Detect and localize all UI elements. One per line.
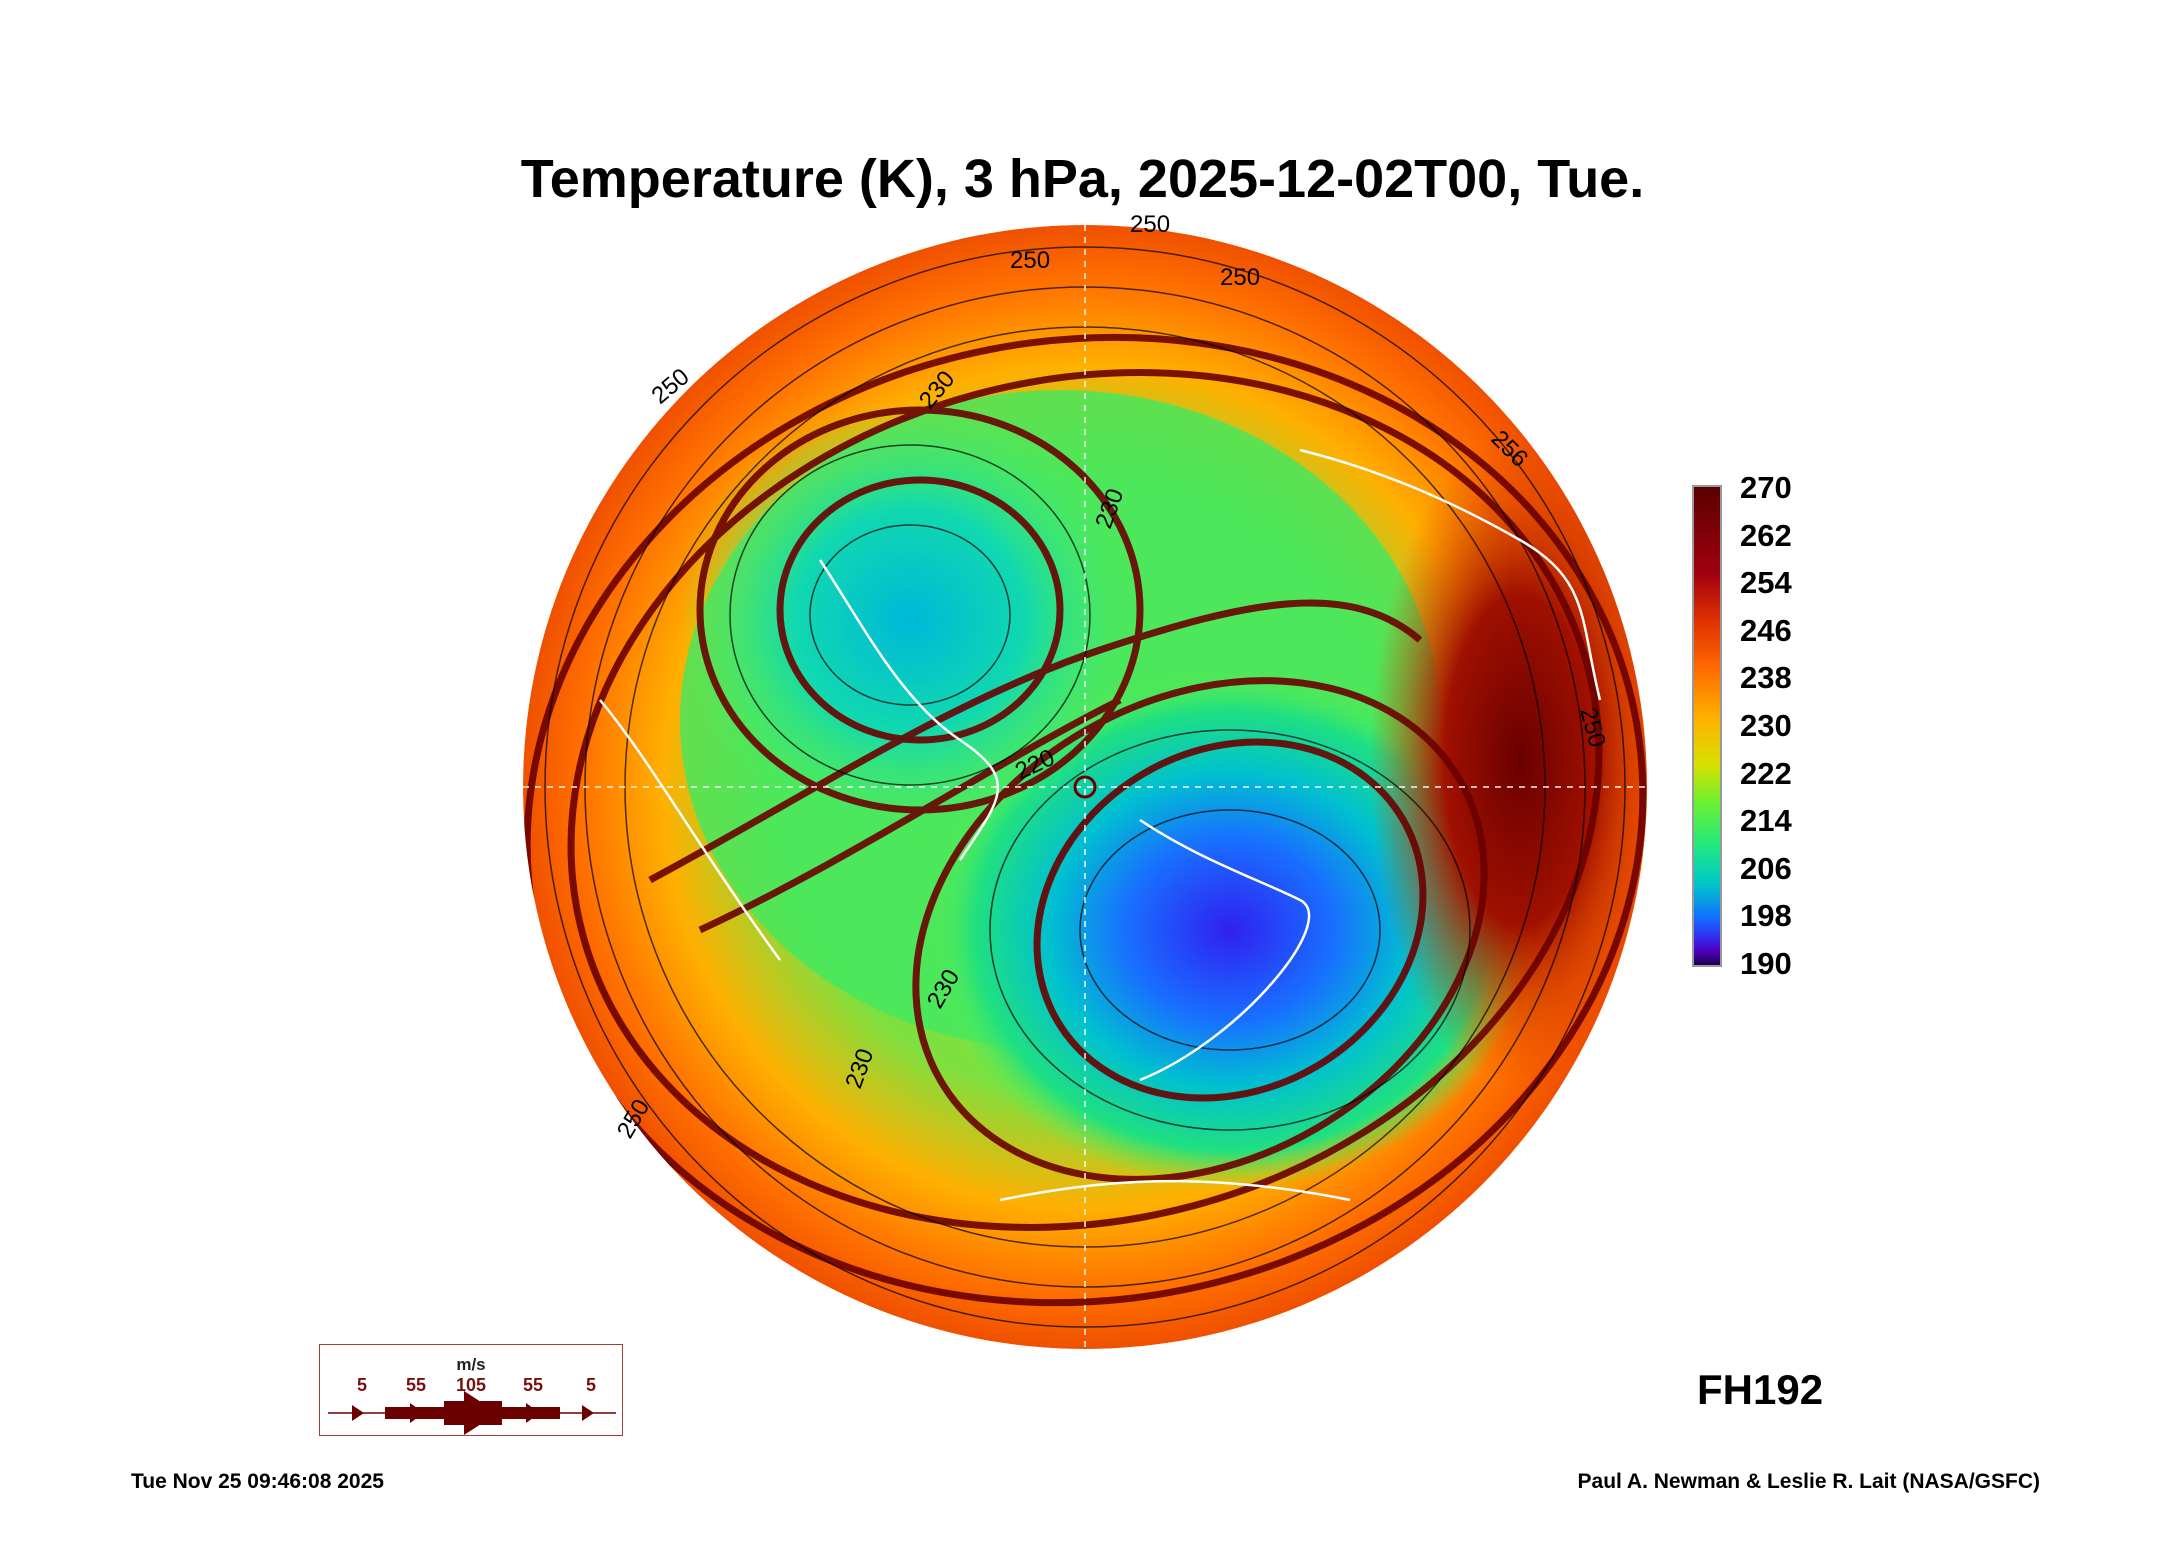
cold-anticyclone-region: [680, 400, 1140, 840]
contour-label: 250: [1220, 264, 1260, 291]
wind-speed-legend: m/s 5 55 105 55 5: [319, 1344, 623, 1436]
colorbar: [1692, 485, 1722, 967]
contour-label: 250: [1010, 247, 1050, 274]
contour-label: 250: [1130, 211, 1170, 238]
wind-unit: m/s: [456, 1355, 486, 1374]
timestamp: Tue Nov 25 09:46:08 2025: [131, 1470, 384, 1493]
graticule: [523, 225, 1647, 1349]
colorbar-tick-label: 238: [1740, 660, 1792, 696]
wind-legend-value: 55: [522, 1375, 544, 1395]
wind-legend-value: 105: [455, 1375, 487, 1395]
colorbar-tick-label: 230: [1740, 708, 1792, 743]
north-pole-marker: [1073, 775, 1097, 799]
wind-legend-value: 5: [585, 1375, 597, 1395]
chart-title: Temperature (K), 3 hPa, 2025-12-02T00, T…: [520, 149, 1645, 209]
wind-legend-value: 5: [356, 1375, 368, 1395]
colorbar-tick-label: 214: [1740, 803, 1792, 839]
colorbar-tick-label: 262: [1740, 517, 1792, 553]
colorbar-tick-label: 270: [1740, 470, 1792, 505]
colorbar-tick-label: 254: [1740, 565, 1792, 601]
coastlines: [599, 448, 1602, 1202]
colorbar-tick-label: 222: [1740, 755, 1792, 791]
colorbar-tick-label: 198: [1740, 898, 1792, 934]
colorbar-tick-label: 246: [1740, 612, 1792, 648]
credit: Paul A. Newman & Leslie R. Lait (NASA/GS…: [1577, 1470, 2040, 1493]
wind-arrow-scale: [328, 1391, 616, 1435]
wind-legend-value: 55: [405, 1375, 427, 1395]
colorbar-tick-label: 190: [1740, 946, 1792, 981]
colorbar-tick-label: 206: [1740, 850, 1792, 886]
forecast-hour-label: FH192: [1697, 1366, 1824, 1413]
